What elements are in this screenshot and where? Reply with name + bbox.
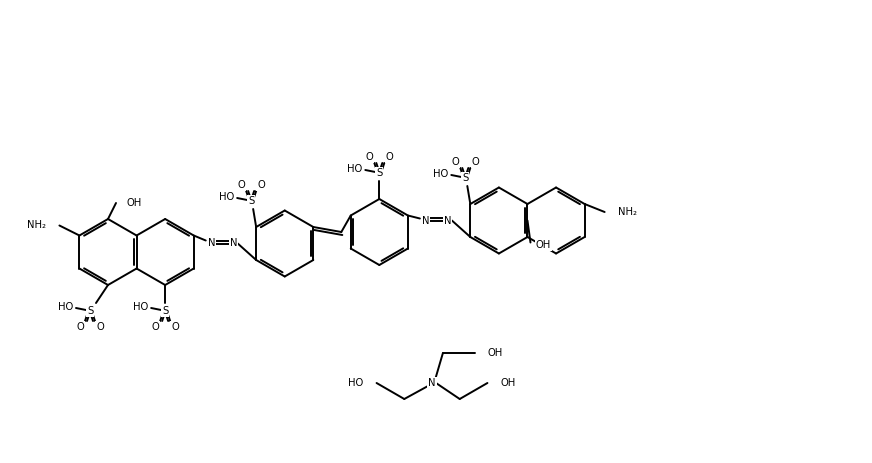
Text: OH: OH <box>488 348 503 358</box>
Text: O: O <box>472 157 480 167</box>
Text: OH: OH <box>501 378 515 388</box>
Text: O: O <box>151 322 159 332</box>
Text: N: N <box>230 238 237 249</box>
Text: O: O <box>237 180 245 190</box>
Text: S: S <box>376 168 383 178</box>
Text: HO: HO <box>219 192 235 202</box>
Text: S: S <box>248 196 255 206</box>
Text: O: O <box>452 157 460 167</box>
Text: O: O <box>257 180 265 190</box>
Text: HO: HO <box>433 169 448 179</box>
Text: N: N <box>422 215 430 225</box>
Text: S: S <box>162 306 168 316</box>
Text: S: S <box>87 306 93 316</box>
Text: N: N <box>444 215 452 225</box>
Text: N: N <box>428 378 436 388</box>
Text: OH: OH <box>535 240 551 250</box>
Text: HO: HO <box>348 378 364 388</box>
Text: O: O <box>365 152 373 162</box>
Text: NH₂: NH₂ <box>27 219 46 230</box>
Text: O: O <box>96 322 104 332</box>
Text: HO: HO <box>133 302 148 312</box>
Text: O: O <box>76 322 84 332</box>
Text: O: O <box>171 322 179 332</box>
Text: N: N <box>208 238 215 249</box>
Text: HO: HO <box>58 302 73 312</box>
Text: O: O <box>385 152 393 162</box>
Text: HO: HO <box>347 164 362 174</box>
Text: S: S <box>462 173 468 183</box>
Text: NH₂: NH₂ <box>617 207 637 217</box>
Text: OH: OH <box>126 198 141 208</box>
